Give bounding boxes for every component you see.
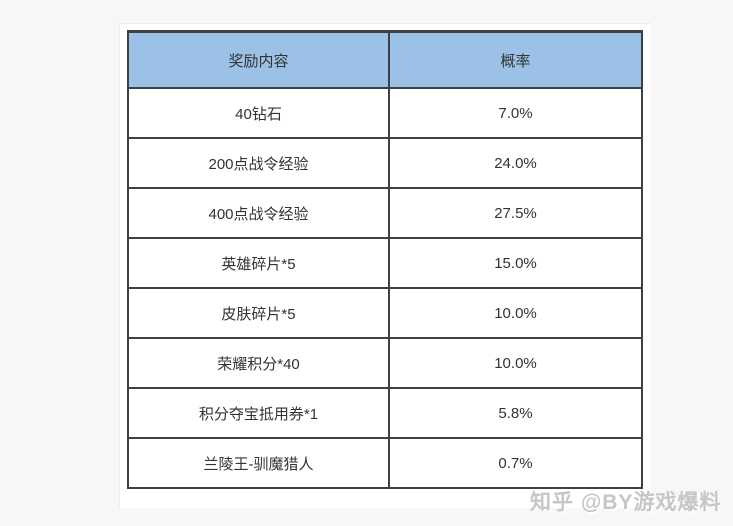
table-row: 积分夺宝抵用券*1 5.8%	[127, 387, 643, 439]
probability-cell: 0.7%	[388, 437, 643, 489]
probability-cell: 10.0%	[388, 337, 643, 389]
reward-cell: 200点战令经验	[127, 137, 390, 189]
probability-cell: 24.0%	[388, 137, 643, 189]
reward-cell: 400点战令经验	[127, 187, 390, 239]
reward-cell: 荣耀积分*40	[127, 337, 390, 389]
reward-cell: 兰陵王-驯魔猎人	[127, 437, 390, 489]
reward-cell: 积分夺宝抵用券*1	[127, 387, 390, 439]
table-row: 200点战令经验 24.0%	[127, 137, 643, 189]
table-header: 奖励内容 概率	[127, 30, 643, 89]
reward-cell: 皮肤碎片*5	[127, 287, 390, 339]
reward-cell: 40钻石	[127, 87, 390, 139]
header-row: 奖励内容 概率	[127, 30, 643, 89]
zhihu-watermark: 知乎 @BY游戏爆料	[530, 491, 722, 514]
table-row: 400点战令经验 27.5%	[127, 187, 643, 239]
probability-cell: 15.0%	[388, 237, 643, 289]
probability-cell: 10.0%	[388, 287, 643, 339]
table-row: 皮肤碎片*5 10.0%	[127, 287, 643, 339]
header-cell-reward: 奖励内容	[127, 30, 390, 89]
table-body: 40钻石 7.0% 200点战令经验 24.0% 400点战令经验 27.5% 英雄碎片*5…	[127, 87, 643, 489]
table-row: 40钻石 7.0%	[127, 87, 643, 139]
probability-cell: 7.0%	[388, 87, 643, 139]
table-row: 兰陵王-驯魔猎人 0.7%	[127, 437, 643, 489]
table-row: 英雄碎片*5 15.0%	[127, 237, 643, 289]
header-cell-probability: 概率	[388, 30, 643, 89]
probability-cell: 27.5%	[388, 187, 643, 239]
table-row: 荣耀积分*40 10.0%	[127, 337, 643, 389]
reward-probability-table: 奖励内容 概率 40钻石 7.0% 200点战令经验 24.0% 400点战令经验 27.…	[127, 30, 643, 489]
probability-cell: 5.8%	[388, 387, 643, 439]
reward-cell: 英雄碎片*5	[127, 237, 390, 289]
